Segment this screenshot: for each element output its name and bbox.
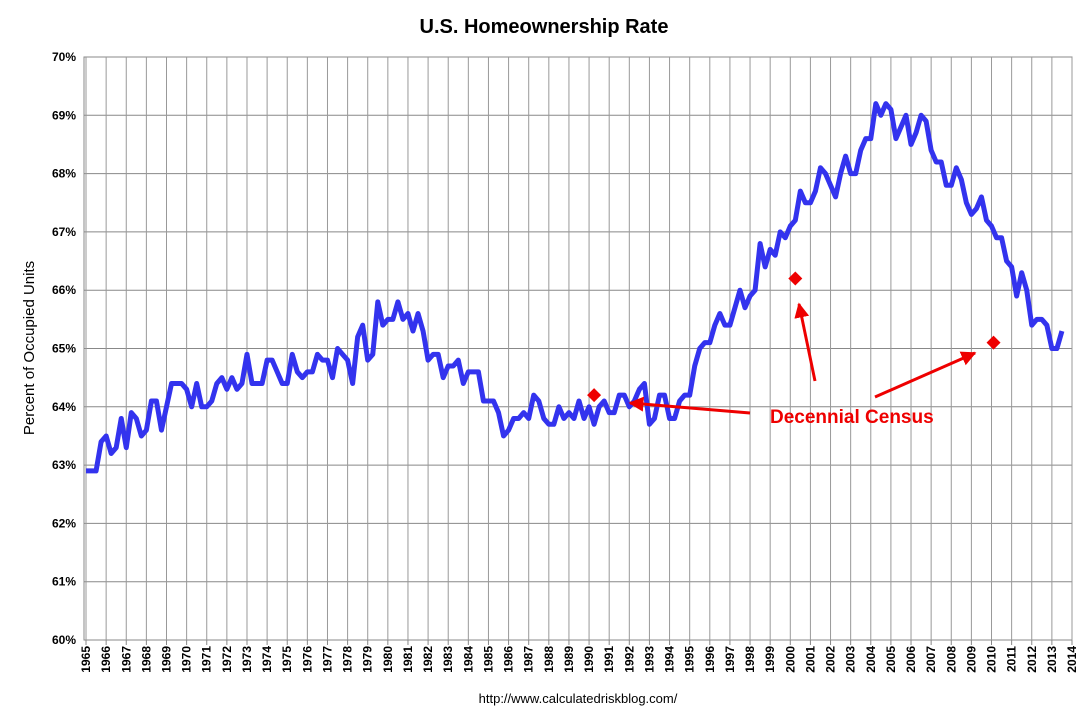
y-tick-label: 62% (52, 516, 76, 530)
y-tick-label: 69% (52, 108, 76, 122)
y-tick-label: 66% (52, 283, 76, 297)
x-tick-label: 1986 (502, 646, 516, 673)
x-tick-label: 2001 (803, 646, 817, 673)
y-tick-label: 70% (52, 50, 76, 64)
y-axis-label: Percent of Occupied Units (21, 261, 38, 435)
x-tick-label: 2006 (904, 646, 918, 673)
data-line (86, 101, 1065, 474)
x-tick-label: 1988 (542, 646, 556, 673)
marks (86, 101, 1065, 474)
x-tick-label: 2007 (924, 646, 938, 673)
y-tick-label: 60% (52, 633, 76, 647)
x-tick-label: 1992 (622, 646, 636, 673)
source: http://www.calculatedriskblog.com/ (479, 691, 678, 706)
arrow (794, 302, 817, 382)
arrow (874, 351, 977, 399)
arrow (628, 396, 751, 415)
x-tick-label: 1974 (260, 646, 274, 673)
census-point (788, 271, 803, 286)
x-tick-label: 1969 (160, 646, 174, 673)
x-tick-label: 1976 (300, 646, 314, 673)
x-tick-label: 1993 (642, 646, 656, 673)
x-tick-label: 1970 (180, 646, 194, 673)
x-tick-label: 1998 (743, 646, 757, 673)
x-tick-label: 1994 (663, 646, 677, 673)
x-tick-label: 1983 (441, 646, 455, 673)
x-tick-label: 2013 (1045, 646, 1059, 673)
x-tick-label: 1996 (703, 646, 717, 673)
x-tick-label: 2010 (985, 646, 999, 673)
y-tick-label: 68% (52, 167, 76, 181)
y-tick-label: 67% (52, 225, 76, 239)
x-tick-label: 1991 (602, 646, 616, 673)
x-tick-label: 1966 (99, 646, 113, 673)
x-tick-label: 2000 (783, 646, 797, 673)
x-tick-label: 1977 (320, 646, 334, 673)
annotation: Decennial Census (770, 407, 934, 428)
x-tick-label: 1965 (79, 646, 93, 673)
x-tick-label: 1981 (401, 646, 415, 673)
x-tick-label: 1979 (361, 646, 375, 673)
x-tick-label: 2003 (844, 646, 858, 673)
x-tick-label: 2012 (1025, 646, 1039, 673)
x-tick-label: 2011 (1005, 646, 1019, 672)
grid: 60% 61% 62% 63% 64% 65% 66% 67% 68% 69% 70% 1965 196… (52, 50, 1079, 673)
y-tick-label: 63% (52, 458, 76, 472)
y-tick-label: 61% (52, 575, 76, 589)
annotation-group: Decennial Census (628, 302, 977, 428)
x-tick-label: 1990 (582, 646, 596, 673)
y-tick-label: 65% (52, 342, 76, 356)
x-tick-label: 1980 (381, 646, 395, 673)
x-tick-label: 1995 (683, 646, 697, 673)
x-tick-label: 1982 (421, 646, 435, 673)
x-tick-label: 2005 (884, 646, 898, 673)
x-tick-label: 1999 (763, 646, 777, 673)
x-tick-label: 1973 (240, 646, 254, 673)
x-tick-label: 1967 (119, 646, 133, 673)
x-tick-label: 1971 (200, 646, 214, 673)
x-tick-label: 1997 (723, 646, 737, 673)
census-point (986, 335, 1001, 350)
x-tick-label: 1972 (220, 646, 234, 673)
x-tick-label: 2004 (864, 646, 878, 673)
x-tick-label: 1989 (562, 646, 576, 673)
x-tick-label: 1968 (139, 646, 153, 673)
x-tick-label: 2002 (824, 646, 838, 673)
x-tick-label: 1978 (341, 646, 355, 673)
x-tick-label: 2009 (964, 646, 978, 673)
x-tick-label: 1985 (481, 646, 495, 673)
census-point (587, 388, 602, 403)
x-tick-label: 2008 (944, 646, 958, 673)
y-tick-label: 64% (52, 400, 76, 414)
chart-title: U.S. Homeownership Rate (420, 16, 669, 38)
x-tick-label: 1984 (461, 646, 475, 673)
x-tick-label: 1975 (280, 646, 294, 673)
x-tick-label: 2014 (1065, 646, 1079, 673)
x-tick-label: 1987 (522, 646, 536, 673)
